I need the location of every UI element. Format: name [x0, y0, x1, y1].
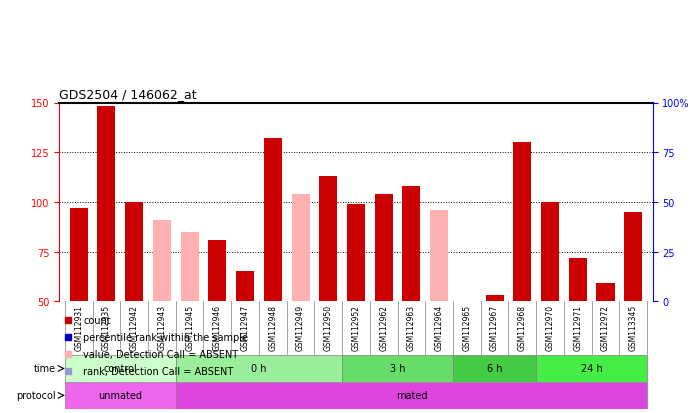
- Text: GDS2504 / 146062_at: GDS2504 / 146062_at: [59, 88, 197, 101]
- Text: GSM112968: GSM112968: [518, 304, 527, 350]
- Text: time: time: [34, 363, 56, 374]
- Text: GSM113345: GSM113345: [629, 304, 638, 350]
- Text: GSM112970: GSM112970: [546, 304, 554, 350]
- Text: protocol: protocol: [16, 390, 56, 401]
- Bar: [536, 355, 647, 382]
- Text: GSM112952: GSM112952: [352, 304, 360, 350]
- Bar: [597, 284, 614, 301]
- Text: 3 h: 3 h: [389, 363, 406, 374]
- Text: GSM112971: GSM112971: [573, 304, 582, 350]
- Text: GSM112949: GSM112949: [296, 304, 305, 350]
- Bar: [292, 195, 309, 301]
- Text: GSM112964: GSM112964: [435, 304, 444, 350]
- Text: GSM112963: GSM112963: [407, 304, 416, 350]
- Bar: [624, 212, 642, 301]
- Bar: [375, 195, 393, 301]
- Text: percentile rank within the sample: percentile rank within the sample: [83, 332, 248, 342]
- Text: GSM112942: GSM112942: [130, 304, 139, 350]
- Bar: [65, 355, 176, 382]
- Bar: [430, 210, 448, 301]
- Bar: [98, 107, 115, 301]
- Bar: [342, 355, 453, 382]
- Text: GSM112948: GSM112948: [268, 304, 277, 350]
- Text: GSM112947: GSM112947: [241, 304, 250, 350]
- Text: GSM112950: GSM112950: [324, 304, 333, 350]
- Bar: [513, 143, 531, 301]
- Bar: [319, 177, 337, 301]
- Bar: [125, 202, 143, 301]
- Text: GSM112965: GSM112965: [462, 304, 471, 350]
- Bar: [264, 139, 282, 301]
- Bar: [236, 272, 254, 301]
- Text: 24 h: 24 h: [581, 363, 602, 374]
- Text: GSM112931: GSM112931: [74, 304, 83, 350]
- Bar: [181, 232, 199, 301]
- Bar: [569, 258, 587, 301]
- Text: GSM112962: GSM112962: [379, 304, 388, 350]
- Bar: [403, 187, 420, 301]
- Bar: [70, 208, 88, 301]
- Text: mated: mated: [396, 390, 427, 401]
- Text: value, Detection Call = ABSENT: value, Detection Call = ABSENT: [83, 349, 238, 359]
- Text: unmated: unmated: [98, 390, 142, 401]
- Bar: [453, 355, 536, 382]
- Text: GSM112945: GSM112945: [185, 304, 194, 350]
- Text: GSM112972: GSM112972: [601, 304, 610, 350]
- Text: GSM112935: GSM112935: [102, 304, 111, 350]
- Bar: [208, 240, 226, 301]
- Bar: [347, 204, 365, 301]
- Text: GSM112967: GSM112967: [490, 304, 499, 350]
- Bar: [486, 296, 504, 301]
- Bar: [541, 202, 559, 301]
- Bar: [153, 220, 171, 301]
- Text: GSM112946: GSM112946: [213, 304, 222, 350]
- Bar: [65, 382, 176, 409]
- Bar: [176, 382, 647, 409]
- Bar: [176, 355, 342, 382]
- Text: 0 h: 0 h: [251, 363, 267, 374]
- Text: GSM112943: GSM112943: [158, 304, 166, 350]
- Text: control: control: [103, 363, 138, 374]
- Text: count: count: [83, 315, 111, 325]
- Text: 6 h: 6 h: [487, 363, 503, 374]
- Text: rank, Detection Call = ABSENT: rank, Detection Call = ABSENT: [83, 366, 233, 376]
